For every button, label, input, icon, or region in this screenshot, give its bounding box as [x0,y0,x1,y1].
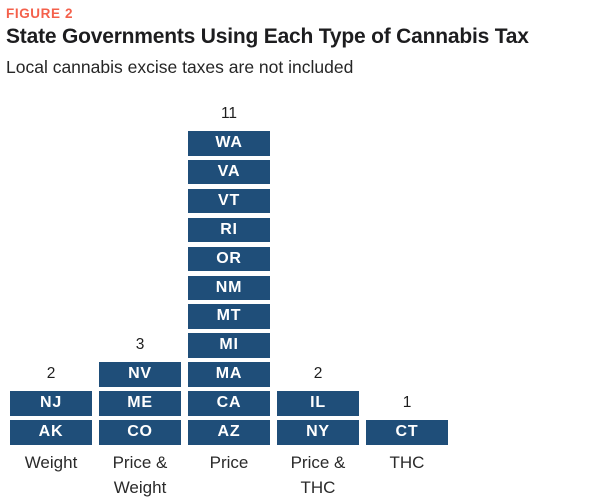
chart-column-thc: 1 CT [366,393,448,445]
state-block-or: OR [188,246,270,272]
state-block-ri: RI [188,217,270,243]
category-label: Price [209,453,249,472]
state-block-nm: NM [188,275,270,301]
state-block-ca: CA [188,391,270,416]
state-block-ny: NY [277,420,359,445]
category-label: Price & THC [290,453,346,497]
category-label: Weight [24,453,78,472]
figure-label: FIGURE 2 [6,6,74,21]
count-label: 3 [135,335,145,353]
state-block-az: AZ [188,420,270,445]
state-block-co: CO [99,420,181,445]
state-block-ak: AK [10,420,92,445]
count-label: 2 [46,364,56,382]
state-block-me: ME [99,391,181,416]
count-label: 1 [402,393,412,411]
state-block-mt: MT [188,304,270,329]
chart-title: State Governments Using Each Type of Can… [6,25,529,48]
chart-column-price-weight: 3 NV ME CO [99,337,181,445]
category-label: Price & Weight [112,453,168,497]
chart-column-price-thc: 2 IL NY [277,364,359,445]
chart-column-price: 11 WA VA VT RI OR NM MT MI MA CA AZ [188,104,270,445]
count-label: 11 [220,104,238,122]
state-block-wa: WA [188,131,270,156]
chart-column-weight: 2 NJ AK [10,364,92,445]
category-label: THC [389,453,425,472]
state-block-vt: VT [188,188,270,214]
state-block-mi: MI [188,333,270,358]
state-block-ma: MA [188,362,270,387]
state-block-nv: NV [99,362,181,387]
state-block-ct: CT [366,420,448,445]
state-block-va: VA [188,159,270,185]
chart-category-labels: Weight Price & Weight Price Price & THC THC [10,450,448,500]
chart-subtitle: Local cannabis excise taxes are not incl… [6,57,354,77]
state-block-il: IL [277,391,359,416]
count-label: 2 [313,364,323,382]
state-block-nj: NJ [10,391,92,416]
chart-columns: 2 NJ AK 3 NV ME CO 11 WA VA VT RI OR NM MT MI MA CA AZ 2 IL N… [10,0,448,445]
